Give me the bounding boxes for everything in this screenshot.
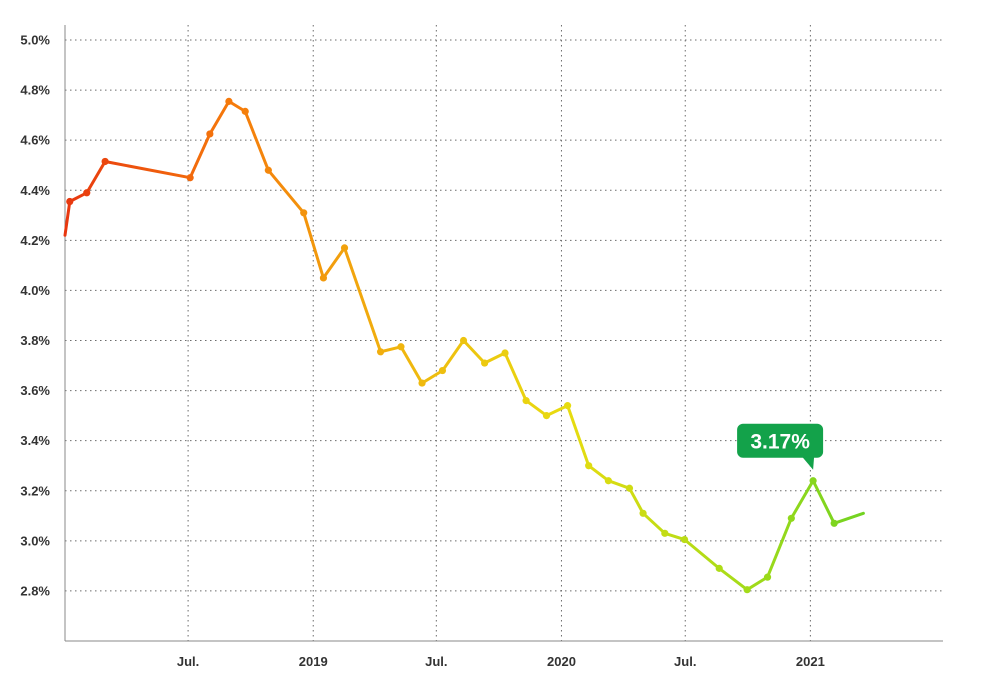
y-tick-label: 5.0% — [20, 33, 50, 48]
data-point — [763, 573, 772, 581]
data-point — [186, 174, 194, 182]
callout-pointer — [802, 456, 815, 470]
y-tick-label: 4.4% — [20, 183, 50, 198]
data-point — [340, 244, 349, 252]
x-tick-label: 2020 — [547, 654, 576, 669]
data-point — [625, 484, 634, 492]
y-tick-label: 4.2% — [20, 233, 50, 248]
y-tick-label: 3.8% — [20, 333, 50, 348]
data-point — [438, 366, 447, 375]
y-tick-label: 4.8% — [20, 83, 50, 98]
data-point — [604, 477, 612, 485]
data-point — [481, 359, 489, 367]
data-point — [743, 586, 751, 594]
x-axis-tick-labels: Jul. 2019 Jul. 2020 Jul. 2021 — [177, 654, 825, 669]
data-point — [101, 157, 109, 166]
y-tick-label: 2.8% — [20, 583, 50, 598]
data-point — [83, 189, 91, 197]
data-point — [585, 462, 593, 470]
series-group — [63, 97, 865, 594]
data-point — [787, 514, 795, 522]
y-tick-label: 3.6% — [20, 383, 50, 398]
data-point — [319, 274, 328, 282]
callout-label: 3.17% — [750, 431, 810, 454]
data-point — [459, 336, 468, 345]
data-point — [563, 402, 572, 410]
data-point — [680, 535, 689, 544]
data-point — [264, 166, 272, 174]
data-point — [715, 564, 723, 572]
data-point — [639, 509, 647, 517]
data-point — [66, 197, 74, 206]
y-tick-label: 3.0% — [20, 533, 50, 548]
data-point — [206, 130, 214, 138]
data-point — [661, 529, 669, 537]
y-tick-label: 3.2% — [20, 483, 50, 498]
data-point — [418, 379, 426, 387]
data-point — [397, 343, 405, 351]
x-tick-label: Jul. — [674, 654, 696, 669]
callout-box — [737, 423, 824, 458]
x-tick-label: Jul. — [177, 654, 199, 669]
value-callout: 3.17% — [737, 423, 824, 470]
axes — [64, 25, 943, 642]
data-point — [830, 519, 838, 527]
data-point — [376, 348, 385, 356]
data-point — [542, 412, 551, 420]
data-point — [241, 107, 249, 115]
data-point — [809, 477, 817, 485]
y-tick-label: 4.6% — [20, 133, 50, 148]
x-tick-label: 2021 — [796, 654, 825, 669]
data-point — [501, 349, 509, 357]
x-tick-label: Jul. — [425, 654, 447, 669]
x-tick-label: 2019 — [299, 654, 328, 669]
data-point — [300, 209, 308, 217]
y-axis-tick-labels: 2.8% 3.0% 3.2% 3.4% 3.6% 3.8% 4.0% 4.2% 4.4% 4.6%… — [20, 33, 50, 599]
y-tick-label: 4.0% — [20, 283, 50, 298]
data-point — [225, 97, 233, 105]
y-tick-label: 3.4% — [20, 433, 50, 448]
series-line — [63, 99, 865, 592]
data-point — [522, 397, 530, 405]
grid-lines — [65, 25, 943, 641]
